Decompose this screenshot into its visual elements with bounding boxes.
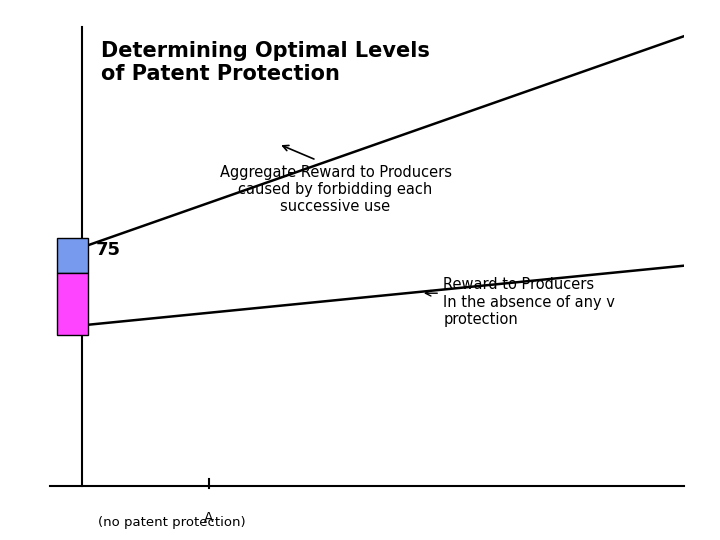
Text: 75: 75 bbox=[96, 241, 121, 259]
Text: Aggregate Reward to Producers
caused by forbidding each
successive use: Aggregate Reward to Producers caused by … bbox=[220, 165, 451, 214]
Text: Reward to Producers
In the absence of any v
protection: Reward to Producers In the absence of an… bbox=[444, 277, 615, 327]
Bar bbox=[57, 273, 89, 334]
Text: Determining Optimal Levels
of Patent Protection: Determining Optimal Levels of Patent Pro… bbox=[101, 41, 430, 84]
Text: A: A bbox=[204, 511, 214, 525]
Text: (no patent protection): (no patent protection) bbox=[98, 516, 246, 529]
Bar bbox=[57, 238, 89, 273]
